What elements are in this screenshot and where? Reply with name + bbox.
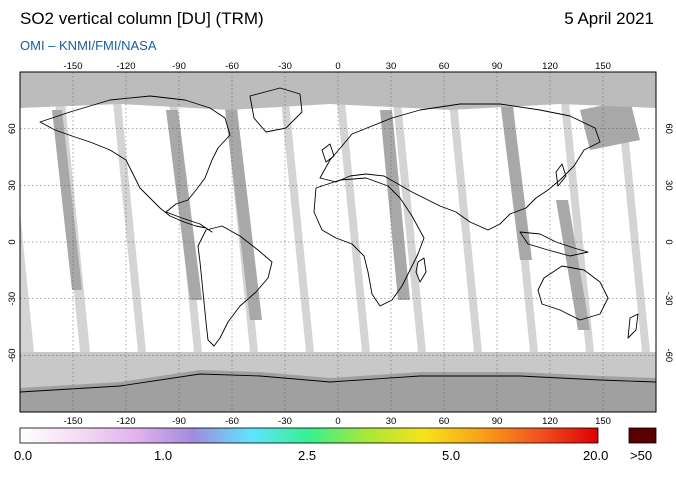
graticule <box>20 72 656 412</box>
madagascar-coast <box>415 257 427 283</box>
orbit-swath <box>454 72 536 412</box>
longitude-tick-label-bottom: -30 <box>278 416 292 427</box>
map-frame <box>19 71 657 413</box>
latitude-tick-label-left: -30 <box>7 292 18 306</box>
longitude-tick-label-bottom: 60 <box>439 416 450 427</box>
colorbar-label: 2.5 <box>298 448 317 463</box>
longitude-tick-label-top: -120 <box>116 61 135 72</box>
overlap-bands <box>52 100 640 330</box>
orbit-swath <box>286 72 368 412</box>
colorbar-label-max: 20.0 <box>583 448 609 463</box>
latitude-tick-label-right: -30 <box>663 292 674 306</box>
orbit-swath <box>342 72 424 412</box>
longitude-tick-label-bottom: 120 <box>542 416 558 427</box>
longitude-ticks-top: -150 -120 -90 -60 -30 0 30 60 90 120 150 <box>63 61 610 72</box>
orbit-swath <box>230 72 312 412</box>
longitude-tick-label-top: 60 <box>439 61 450 72</box>
orbit-swath <box>118 72 200 412</box>
colorbar-overflow-swatch <box>628 427 657 444</box>
colorbar-label: 5.0 <box>442 448 461 463</box>
latitude-tick-label-left: 0 <box>7 239 18 244</box>
latitude-ticks-right: 60 30 0 -30 -60 <box>663 123 674 362</box>
uk-coast <box>321 143 335 163</box>
colorbar-label: 1.0 <box>154 448 173 463</box>
longitude-tick-label-bottom: 90 <box>492 416 503 427</box>
colorbar <box>19 427 599 444</box>
new-zealand-coast <box>627 313 639 339</box>
north-america-coast <box>39 95 231 233</box>
longitude-tick-label-bottom: -120 <box>116 416 135 427</box>
latitude-tick-label-left: 30 <box>7 180 18 191</box>
longitude-tick-label-bottom: 30 <box>386 416 397 427</box>
japan-coast <box>555 163 567 187</box>
colorbar-overflow-label: >50 <box>630 448 653 463</box>
orbit-swath <box>622 72 656 412</box>
longitude-tick-label-bottom: -90 <box>172 416 186 427</box>
longitude-tick-label-top: -90 <box>172 61 186 72</box>
overlap-band <box>166 110 202 300</box>
longitude-ticks-bottom: -150 -120 -90 -60 -30 0 30 60 90 120 150 <box>63 416 610 427</box>
africa-coast <box>313 177 425 307</box>
longitude-tick-label-top: -150 <box>63 61 82 72</box>
orbit-swaths <box>20 72 656 412</box>
longitude-tick-label-top: 90 <box>492 61 503 72</box>
longitude-tick-label-top: 150 <box>595 61 611 72</box>
longitude-tick-label-top: -60 <box>225 61 239 72</box>
overlap-band <box>52 110 82 290</box>
antarctica-coast <box>20 373 656 393</box>
overlap-band <box>380 110 410 300</box>
orbit-swath <box>566 72 648 412</box>
map-title: SO2 vertical column [DU] (TRM) <box>20 9 264 28</box>
latitude-tick-label-left: -60 <box>7 348 18 362</box>
europe-asia-coast <box>319 103 601 231</box>
map-body <box>20 72 656 412</box>
australia-coast <box>537 265 609 321</box>
coastlines <box>20 87 656 393</box>
latitude-tick-label-right: 60 <box>663 123 674 134</box>
overlap-band <box>556 200 590 330</box>
orbit-swath <box>62 72 144 412</box>
indonesia-coast <box>519 231 589 257</box>
overlap-band <box>500 100 532 260</box>
orbit-swath <box>510 72 592 412</box>
longitude-tick-label-top: -30 <box>278 61 292 72</box>
orbit-swath <box>398 72 480 412</box>
longitude-tick-label-bottom: -150 <box>63 416 82 427</box>
overlap-band <box>224 100 262 320</box>
orbit-swath <box>174 72 256 412</box>
latitude-tick-label-right: 30 <box>663 180 674 191</box>
south-america-coast <box>197 225 273 347</box>
latitude-tick-label-left: 60 <box>7 123 18 134</box>
colorbar-label-min: 0.0 <box>14 448 33 463</box>
overlap-band <box>580 100 640 150</box>
longitude-tick-label-bottom: 150 <box>595 416 611 427</box>
latitude-ticks-left: 60 30 0 -30 -60 <box>7 123 18 362</box>
longitude-tick-label-top: 0 <box>335 61 340 72</box>
longitude-tick-label-top: 30 <box>386 61 397 72</box>
longitude-tick-label-bottom: -60 <box>225 416 239 427</box>
latitude-tick-label-right: -60 <box>663 348 674 362</box>
longitude-tick-label-top: 120 <box>542 61 558 72</box>
longitude-tick-label-bottom: 0 <box>335 416 340 427</box>
data-credit: OMI – KNMI/FMI/NASA <box>20 38 157 53</box>
map-date: 5 April 2021 <box>564 9 654 28</box>
latitude-tick-label-right: 0 <box>663 239 674 244</box>
greenland-coast <box>249 87 303 133</box>
